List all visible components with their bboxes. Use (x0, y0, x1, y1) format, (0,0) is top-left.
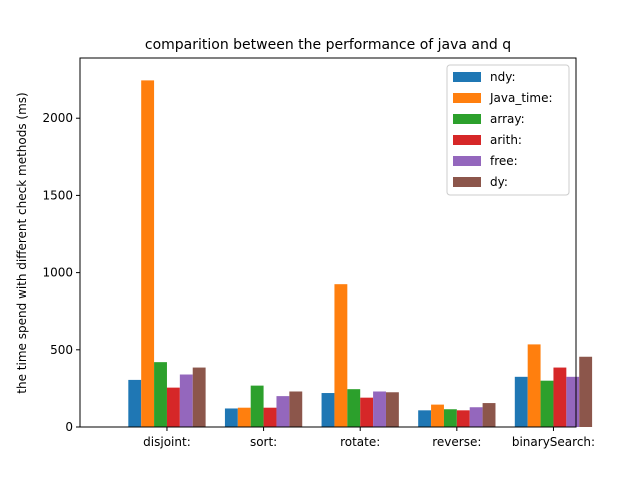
x-tick-label: disjoint: (143, 435, 191, 449)
bar (192, 367, 206, 427)
legend-swatch (453, 93, 481, 103)
legend-label: ndy: (490, 70, 516, 84)
bar (514, 376, 528, 427)
bar (224, 408, 238, 427)
bar (154, 362, 167, 427)
bar (482, 403, 496, 427)
x-tick-label: reverse: (432, 435, 481, 449)
legend-label: Java_time: (489, 91, 553, 105)
legend: ndy: Java_time: array: arith: free: dy: (446, 64, 570, 196)
legend-swatch (453, 114, 481, 124)
bar (250, 385, 264, 427)
bar (179, 374, 193, 427)
bars-group (128, 80, 593, 428)
bar (469, 407, 483, 427)
legend-box (446, 64, 570, 196)
bar (579, 356, 593, 427)
bar (347, 389, 361, 427)
y-tick-label: 0 (65, 420, 73, 434)
bar (360, 397, 374, 427)
legend-label: dy: (490, 175, 508, 189)
bar (456, 410, 470, 427)
bar (166, 387, 180, 427)
bar (443, 409, 457, 427)
bar (418, 410, 432, 427)
legend-swatch (453, 156, 481, 166)
bar (431, 404, 444, 427)
x-tick-label: rotate: (340, 435, 380, 449)
bar (373, 391, 386, 427)
legend-label: array: (490, 112, 525, 126)
bar (334, 284, 348, 427)
bar (237, 407, 251, 427)
axes-group: 0 500 1000 1500 2000 disjoint: sort: rotate: rev… (42, 57, 595, 449)
y-tick-label: 2000 (42, 111, 73, 125)
legend-swatch (453, 135, 481, 145)
y-tick-label: 500 (50, 343, 73, 357)
bar (289, 391, 303, 427)
chart-title: comparition between the performance of j… (145, 37, 511, 53)
legend-swatch (453, 177, 481, 187)
bar (321, 393, 335, 427)
y-tick-label: 1000 (42, 266, 73, 280)
x-tick-label: sort: (250, 435, 277, 449)
bar (527, 344, 541, 427)
bar (141, 80, 155, 428)
bar (566, 376, 580, 427)
bar (540, 380, 554, 427)
y-axis-label: the time spend with different check meth… (15, 92, 29, 393)
x-tick-label: binarySearch: (512, 435, 595, 449)
plot-frame (79, 57, 577, 428)
bar (128, 379, 142, 427)
bar (553, 367, 567, 427)
legend-label: free: (490, 154, 518, 168)
bar (276, 396, 290, 427)
bar (385, 392, 399, 427)
y-tick-label: 1500 (42, 188, 73, 202)
legend-swatch (453, 72, 481, 82)
bar (263, 407, 277, 427)
legend-label: arith: (490, 133, 522, 147)
